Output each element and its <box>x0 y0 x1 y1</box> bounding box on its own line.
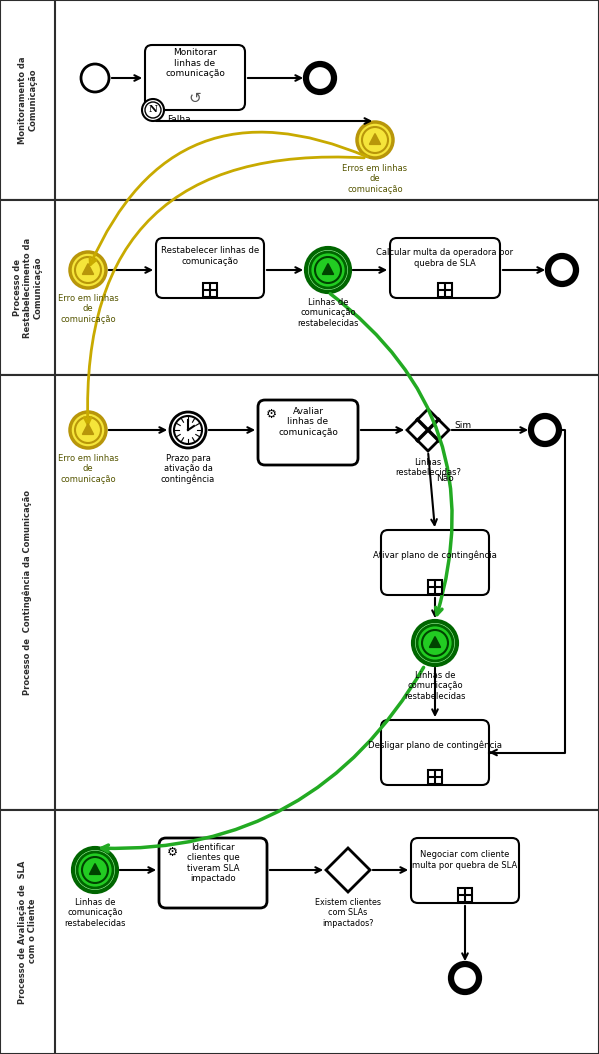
Text: Prazo para
ativação da
contingência: Prazo para ativação da contingência <box>161 454 215 485</box>
Text: Linhas
restabelecidas?: Linhas restabelecidas? <box>395 458 461 477</box>
Text: ⚙: ⚙ <box>167 846 179 859</box>
FancyBboxPatch shape <box>145 45 245 110</box>
Text: ⚙: ⚙ <box>266 408 277 421</box>
Text: Processo de Avaliação de  SLA
 com o Cliente: Processo de Avaliação de SLA com o Clien… <box>18 860 37 1003</box>
Polygon shape <box>89 863 101 875</box>
Bar <box>428 770 442 784</box>
Circle shape <box>417 625 453 661</box>
Bar <box>438 284 452 297</box>
Bar <box>0 200 599 375</box>
Circle shape <box>413 621 457 665</box>
FancyBboxPatch shape <box>381 720 489 785</box>
Polygon shape <box>326 848 370 892</box>
Text: Erros em linhas
de
comunicação: Erros em linhas de comunicação <box>343 164 407 194</box>
Circle shape <box>145 102 161 118</box>
Circle shape <box>422 630 448 656</box>
Circle shape <box>531 416 559 444</box>
Bar <box>0 375 599 811</box>
Circle shape <box>315 257 341 284</box>
Text: Identificar
clientes que
tiveram SLA
impactado: Identificar clientes que tiveram SLA imp… <box>187 843 240 883</box>
Circle shape <box>82 857 108 883</box>
Bar <box>0 811 599 1054</box>
Bar <box>203 284 217 297</box>
Circle shape <box>362 126 388 153</box>
Circle shape <box>73 848 117 892</box>
Text: Erro em linhas
de
comunicação: Erro em linhas de comunicação <box>58 294 119 324</box>
Circle shape <box>75 417 101 443</box>
Text: Negociar com cliente
multa por quebra de SLA: Negociar com cliente multa por quebra de… <box>412 851 518 870</box>
Circle shape <box>451 964 479 992</box>
Polygon shape <box>370 134 380 144</box>
Bar <box>0 0 599 200</box>
Polygon shape <box>407 409 449 451</box>
Text: Avaliar
linhas de
comunicação: Avaliar linhas de comunicação <box>278 407 338 437</box>
Text: Processo de
Restabelecimento da
Comunicação: Processo de Restabelecimento da Comunica… <box>13 237 43 337</box>
Circle shape <box>81 64 109 92</box>
Text: Restabelecer linhas de
comunicação: Restabelecer linhas de comunicação <box>161 247 259 266</box>
Text: Processo de  Contingência da Comunicação: Processo de Contingência da Comunicação <box>23 490 32 695</box>
FancyBboxPatch shape <box>390 238 500 298</box>
FancyBboxPatch shape <box>381 530 489 596</box>
Circle shape <box>310 252 346 288</box>
Text: Não: Não <box>436 474 454 483</box>
Text: Sim: Sim <box>454 422 471 430</box>
Text: Calcular multa da operadora por
quebra de SLA: Calcular multa da operadora por quebra d… <box>376 249 513 268</box>
Polygon shape <box>322 264 334 274</box>
Circle shape <box>170 412 206 448</box>
FancyBboxPatch shape <box>258 401 358 465</box>
Circle shape <box>70 252 106 288</box>
Text: Monitorar
linhas de
comunicação: Monitorar linhas de comunicação <box>165 48 225 78</box>
Text: N: N <box>149 105 158 115</box>
Circle shape <box>548 256 576 284</box>
Circle shape <box>306 248 350 292</box>
Text: Ativar plano de contingência: Ativar plano de contingência <box>373 550 497 560</box>
Text: Monitoramento da
Comunicação: Monitoramento da Comunicação <box>18 56 37 143</box>
Text: Desligar plano de contingência: Desligar plano de contingência <box>368 740 502 749</box>
Circle shape <box>357 122 393 158</box>
Circle shape <box>174 416 202 444</box>
Circle shape <box>77 852 113 889</box>
Text: Linhas de
comunicação
restabelecidas: Linhas de comunicação restabelecidas <box>404 671 466 701</box>
FancyBboxPatch shape <box>411 838 519 903</box>
FancyBboxPatch shape <box>159 838 267 907</box>
Polygon shape <box>83 424 93 434</box>
Text: Erro em linhas
de
comunicação: Erro em linhas de comunicação <box>58 454 119 484</box>
Circle shape <box>142 99 164 121</box>
Circle shape <box>70 412 106 448</box>
Polygon shape <box>429 637 441 647</box>
Text: Falha: Falha <box>167 115 190 124</box>
Text: Linhas de
comunicação
restabelecidas: Linhas de comunicação restabelecidas <box>297 298 359 328</box>
Text: ↺: ↺ <box>189 91 201 105</box>
Text: Linhas de
comunicação
restabelecidas: Linhas de comunicação restabelecidas <box>64 898 126 928</box>
Text: Existem clientes
com SLAs
impactados?: Existem clientes com SLAs impactados? <box>315 898 381 928</box>
Bar <box>428 580 442 594</box>
Bar <box>458 889 472 902</box>
FancyBboxPatch shape <box>156 238 264 298</box>
Polygon shape <box>83 264 93 274</box>
Circle shape <box>75 257 101 284</box>
Circle shape <box>306 64 334 92</box>
